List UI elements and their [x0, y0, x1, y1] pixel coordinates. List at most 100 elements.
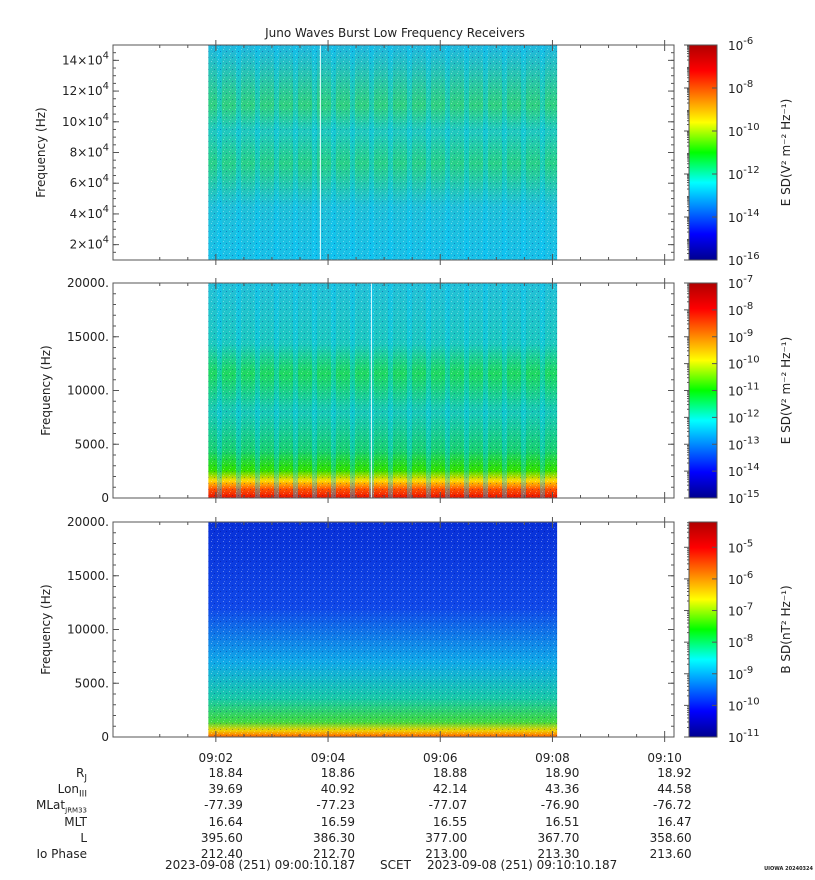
ephemeris-row: MLT 16.64 16.59 16.55 16.51 16.47	[0, 815, 815, 831]
y-tick-label: 15000.	[67, 330, 109, 344]
ephemeris-value: 18.90	[545, 766, 580, 780]
ephemeris-label-subscript: J	[84, 773, 87, 784]
ephemeris-value: 213.00	[425, 847, 468, 861]
spectrogram-noise	[208, 45, 558, 260]
ephemeris-row: L 395.60 386.30 377.00 367.70 358.60	[0, 831, 815, 847]
ephemeris-value: -76.72	[652, 798, 692, 813]
ephemeris-value: 16.64	[208, 814, 243, 829]
colorbar-tick-label: 10-6	[728, 36, 753, 53]
ephemeris-row: Io Phase 212.40 212.70 213.00 213.30 213.60	[0, 847, 815, 863]
ephemeris-value: 212.40	[200, 847, 243, 861]
colorbar-tick-label: 10-5	[728, 538, 753, 555]
ephemeris-value: 40.92	[320, 782, 356, 797]
colorbar-tick-label: 10-6	[728, 570, 753, 587]
stamp: UIOWA 20240324	[764, 866, 813, 872]
colorbar-tick-label: 10-14	[728, 208, 760, 225]
ephemeris-value: 367.70	[537, 830, 580, 845]
time-tick-label: 09:10	[647, 751, 682, 765]
ephemeris-value: 16.55	[432, 814, 468, 829]
colorbar	[688, 521, 718, 738]
colorbar-tick-label: 10-9	[728, 665, 753, 682]
ephemeris-value: 213.60	[649, 847, 692, 861]
y-tick-label: 20000.	[67, 515, 109, 529]
ephemeris-label: Io Phase	[36, 847, 87, 861]
ephemeris-label: LonIII	[57, 782, 87, 800]
time-tick-label: 09:06	[423, 751, 458, 765]
ephemeris-value: 43.36	[545, 782, 580, 797]
y-tick-label: 0	[101, 491, 109, 505]
panel-2: 0 5000. 10000. 15000. 20000. Frequency (Hz) 10…	[39, 274, 793, 506]
ephemeris-value: 377.00	[425, 830, 468, 845]
colorbar-tick-label: 10-13	[728, 435, 760, 452]
ephemeris-value: -77.39	[204, 798, 243, 813]
colorbar-tick-label: 10-8	[728, 633, 753, 650]
ephemeris-value: -77.23	[316, 798, 356, 813]
y-tick-label: 6×104	[70, 173, 109, 190]
ephemeris-row: LonIII 39.69 40.92 42.14 43.36 44.58	[0, 782, 815, 800]
ephemeris-label: L	[80, 830, 87, 845]
colorbar-label: E SD(V² m⁻² Hz⁻¹)	[779, 99, 793, 207]
y-tick-label: 20000.	[67, 276, 109, 290]
y-tick-label: 10000.	[67, 623, 109, 637]
colorbar-tick-label: 10-16	[728, 251, 760, 268]
ephemeris-value: 212.70	[313, 847, 356, 861]
ephemeris-value: 16.47	[657, 814, 692, 829]
ephemeris-row: RJ 18.84 18.86 18.88 18.90 18.92	[0, 766, 815, 784]
y-tick-label: 5000.	[75, 437, 109, 451]
colorbar-label: B SD(nT² Hz⁻¹)	[779, 585, 793, 673]
y-tick-label: 10000.	[67, 384, 109, 398]
colorbar-tick-label: 10-7	[728, 602, 753, 619]
colorbar	[688, 44, 718, 261]
y-tick-label: 4×104	[70, 204, 109, 221]
footer-end-time: 2023-09-08 (251) 09:10:10.187	[427, 858, 618, 872]
footer-start-time: 2023-09-08 (251) 09:00:10.187	[165, 858, 356, 872]
figure-title: Juno Waves Burst Low Frequency Receivers	[264, 26, 525, 40]
y-tick-label: 2×104	[70, 235, 109, 252]
spectrogram-noise	[208, 283, 558, 498]
ephemeris-label: RJ	[76, 766, 87, 784]
ephemeris-value: 213.30	[537, 847, 580, 861]
ephemeris-value: 18.86	[320, 766, 356, 780]
colorbar-tick-label: 10-10	[728, 696, 760, 713]
colorbar-tick-label: 10-10	[728, 122, 760, 139]
time-axis: 09:02 09:04 09:06 09:08 09:10	[199, 751, 682, 765]
ephemeris-value: 42.14	[432, 782, 468, 797]
ephemeris-label-subscript: JRM33	[65, 806, 87, 815]
footer-scet-label: SCET	[380, 858, 411, 872]
colorbar-tick-label: 10-9	[728, 328, 753, 345]
colorbar-tick-label: 10-8	[728, 79, 753, 96]
panel-1: 2×104 4×104 6×104 8×104 10×104 12×104 14×104 Fr…	[34, 36, 793, 268]
colorbar-tick-label: 10-8	[728, 301, 753, 318]
y-axis-label: Frequency (Hz)	[34, 107, 48, 198]
ephemeris-value: 358.60	[649, 830, 692, 845]
ephemeris-value: 395.60	[200, 830, 243, 845]
colorbar-tick-label: 10-12	[728, 408, 760, 425]
ephemeris-value: 44.58	[657, 782, 692, 797]
time-tick-label: 09:08	[535, 751, 570, 765]
spectrogram-noise	[208, 522, 558, 737]
y-axis-label: Frequency (Hz)	[39, 584, 53, 675]
colorbar-tick-label: 10-15	[728, 489, 760, 506]
ephemeris-value: 16.59	[320, 814, 356, 829]
y-tick-label: 12×104	[62, 81, 109, 98]
ephemeris-value: 16.51	[545, 814, 580, 829]
ephemeris-label-subscript: III	[79, 789, 87, 800]
colorbar-tick-label: 10-10	[728, 355, 760, 372]
ephemeris-value: -76.90	[540, 798, 580, 813]
y-tick-label: 8×104	[70, 143, 109, 160]
y-tick-label: 14×104	[62, 50, 109, 67]
colorbar-tick-label: 10-11	[728, 728, 760, 745]
y-tick-label: 0	[101, 730, 109, 744]
ephemeris-row: MLatJRM33 -77.39 -77.23 -77.07 -76.90 -76.72	[0, 798, 815, 814]
ephemeris-value: 18.84	[208, 766, 243, 780]
panel-3: 0 5000. 10000. 15000. 20000. Frequency (Hz) 10…	[39, 515, 793, 745]
y-tick-label: 5000.	[75, 676, 109, 690]
colorbar-tick-label: 10-14	[728, 462, 760, 479]
ephemeris-value: 39.69	[208, 782, 243, 797]
time-tick-label: 09:04	[311, 751, 346, 765]
y-axis-label: Frequency (Hz)	[39, 345, 53, 436]
y-tick-label: 15000.	[67, 569, 109, 583]
ephemeris-value: 18.88	[432, 766, 468, 780]
